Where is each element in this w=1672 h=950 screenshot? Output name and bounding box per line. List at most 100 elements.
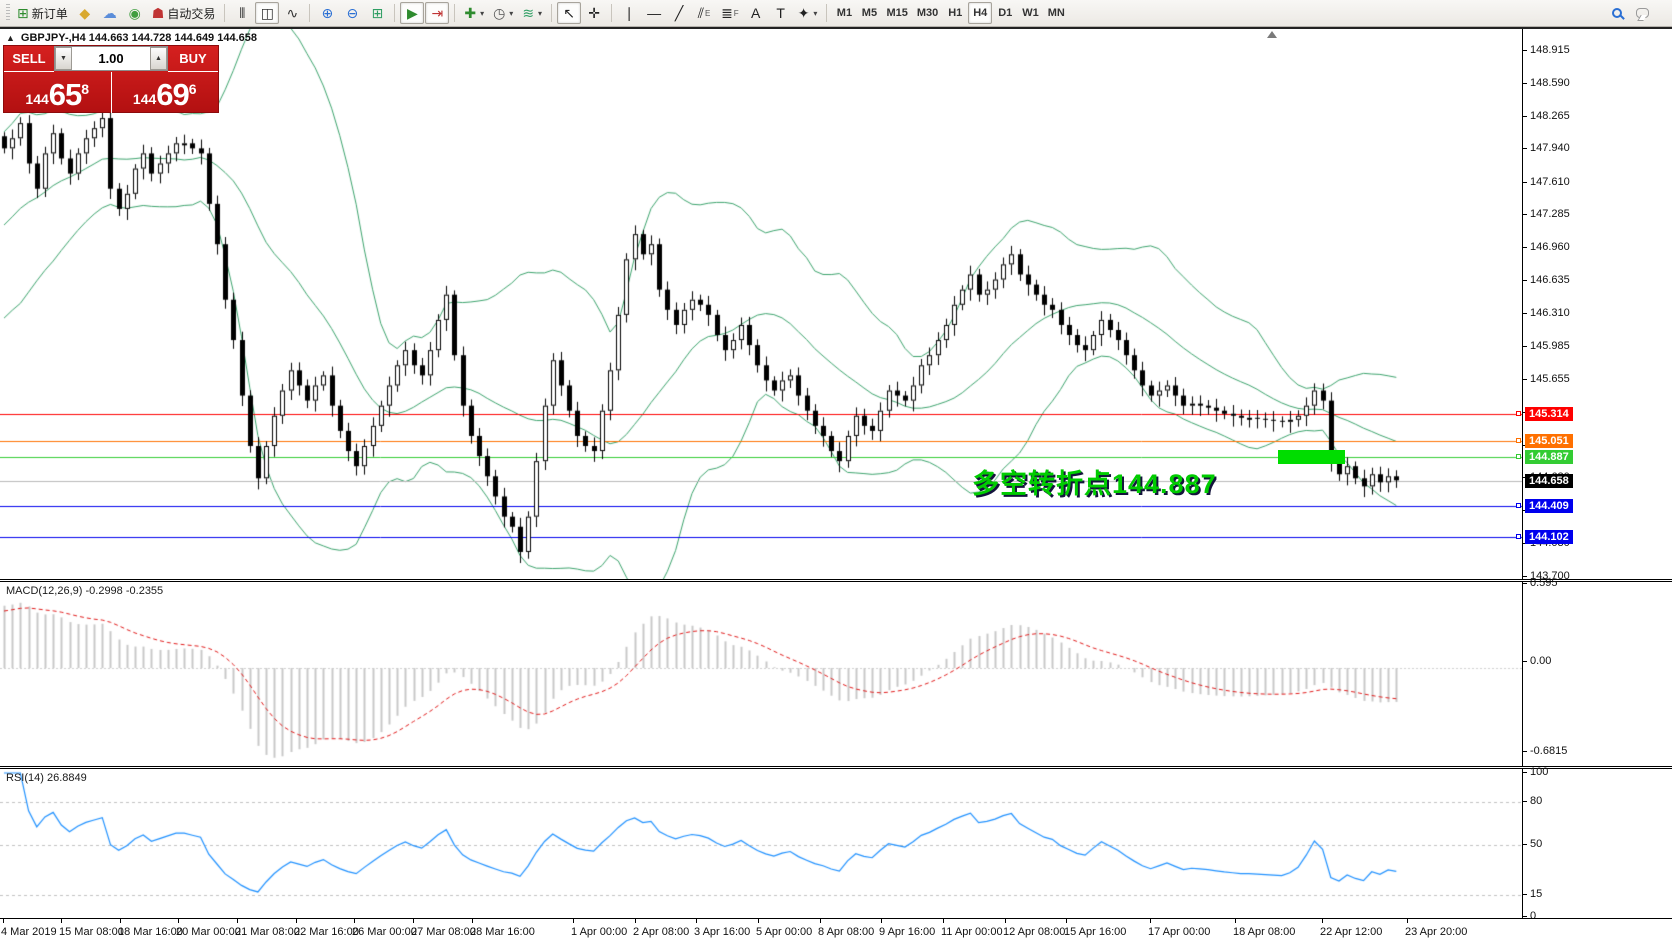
toolbar-zoom-in-button[interactable]: ⊕ xyxy=(315,2,339,24)
sell-price-main: 65 xyxy=(48,77,82,113)
time-label: 22 Apr 12:00 xyxy=(1320,926,1383,938)
toolbar-new-order-button[interactable]: ⊞ 新订单 xyxy=(13,2,72,24)
macd-label: MACD(12,26,9) -0.2998 -0.2355 xyxy=(6,585,164,597)
equidistant-channel-icon: ⫽ xyxy=(697,5,705,21)
toolbar-tile-windows-button[interactable]: ⊞ xyxy=(365,2,389,24)
buy-button[interactable]: BUY xyxy=(168,46,218,72)
search-button[interactable] xyxy=(1605,2,1629,24)
toolbar-candlestick-chart-button[interactable]: ◫ xyxy=(255,2,280,24)
sell-price-display[interactable]: 144 65 8 xyxy=(4,72,112,113)
toolbar-chart-shift-button[interactable]: ⇥ xyxy=(425,2,450,24)
volume-increase-button[interactable]: ▲ xyxy=(150,47,167,70)
time-tick xyxy=(635,919,636,923)
toolbar-templates-button[interactable]: ≋ ▾ xyxy=(518,2,546,24)
rsi-panel-divider[interactable] xyxy=(0,766,1672,769)
toolbar-fibonacci-button[interactable]: ≣ F xyxy=(717,2,743,24)
metaeditor-icon: ◆ xyxy=(79,5,91,21)
time-tick xyxy=(1322,919,1323,923)
zoom-in-icon: ⊕ xyxy=(321,5,334,21)
chat-button[interactable] xyxy=(1630,2,1654,24)
timeframe-h4-button[interactable]: H4 xyxy=(968,2,993,24)
timeframe-mn-button[interactable]: MN xyxy=(1047,7,1065,19)
time-axis[interactable]: 4 Mar 2019 15 Mar 08:00 18 Mar 16:00 20 Mar… xyxy=(0,918,1672,950)
chart-shift-icon: ⇥ xyxy=(431,5,444,21)
price-axis-line xyxy=(1522,29,1523,918)
axis-tick: 0.00 xyxy=(1523,655,1672,667)
zoom-out-icon: ⊖ xyxy=(346,5,359,21)
toolbar-cursor-button[interactable]: ↖ xyxy=(557,2,582,24)
macd-panel-divider[interactable] xyxy=(0,579,1672,582)
annotation-highlight-rect[interactable] xyxy=(1278,450,1345,464)
time-tick xyxy=(881,919,882,923)
toolbar-text-label-button[interactable]: T xyxy=(769,2,793,24)
timeframe-m15-button[interactable]: M15 xyxy=(886,7,908,19)
toolbar-auto-scroll-button[interactable]: ▶ xyxy=(400,2,425,24)
candlestick-chart-icon: ◫ xyxy=(260,5,274,21)
time-tick xyxy=(820,919,821,923)
toolbar-periods-button[interactable]: ◷ ▾ xyxy=(489,2,517,24)
time-tick xyxy=(1235,919,1236,923)
toolbar-bar-chart-button[interactable]: ⫴ xyxy=(230,2,254,24)
time-label: 4 Mar 2019 xyxy=(1,926,57,938)
toolbar-equidistant-channel-button[interactable]: ⫽ E xyxy=(692,2,716,24)
toolbar-trendline-button[interactable]: ╱ xyxy=(667,2,691,24)
time-label: 18 Mar 16:00 xyxy=(118,926,183,938)
time-tick xyxy=(1407,919,1408,923)
annotation-text[interactable]: 多空转折点144.887 xyxy=(972,469,1217,499)
time-tick xyxy=(120,919,121,923)
macd-signal-value: -0.2355 xyxy=(125,585,164,597)
crosshair-icon: ✛ xyxy=(588,5,600,21)
time-tick xyxy=(943,919,944,923)
sell-button[interactable]: SELL xyxy=(4,46,54,72)
time-label: 15 Apr 16:00 xyxy=(1064,926,1127,938)
time-tick xyxy=(758,919,759,923)
toolbar-separator xyxy=(309,4,311,22)
chart-shift-marker[interactable] xyxy=(1267,31,1277,38)
time-label: 17 Apr 00:00 xyxy=(1148,926,1211,938)
time-tick xyxy=(696,919,697,923)
toolbar-indicators-button[interactable]: ✚ ▾ xyxy=(460,2,488,24)
timeframe-m30-button[interactable]: M30 xyxy=(916,7,939,19)
toolbar-text-button[interactable]: A xyxy=(744,2,768,24)
collapse-panel-icon[interactable]: ▲ xyxy=(6,33,15,43)
timeframe-d1-button[interactable]: D1 xyxy=(998,7,1013,19)
volume-decrease-button[interactable]: ▼ xyxy=(55,47,72,70)
toolbar-signals-button[interactable]: ◉ xyxy=(123,2,147,24)
toolbar-crosshair-button[interactable]: ✛ xyxy=(582,2,606,24)
timeframe-m5-button[interactable]: M5 xyxy=(861,7,878,19)
arrows-dropdown-icon[interactable]: ▾ xyxy=(813,8,818,18)
time-label: 23 Apr 20:00 xyxy=(1405,926,1468,938)
price-chart-canvas[interactable] xyxy=(0,29,1522,579)
toolbar-arrows-button[interactable]: ✦ ▾ xyxy=(794,2,822,24)
axis-tick: 0 xyxy=(1523,910,1672,922)
search-icon xyxy=(1612,8,1622,18)
templates-dropdown-icon[interactable]: ▾ xyxy=(538,8,543,18)
timeframe-w1-button[interactable]: W1 xyxy=(1022,7,1039,19)
time-label: 3 Apr 16:00 xyxy=(694,926,751,938)
volume-value[interactable]: 1.00 xyxy=(98,51,124,66)
toolbar-vertical-line-button[interactable]: ∣ xyxy=(617,2,641,24)
rsi-canvas[interactable] xyxy=(0,769,1522,918)
toolbar-mql-community-button[interactable]: ☁ xyxy=(98,2,122,24)
axis-tick: 145.985 xyxy=(1523,340,1672,352)
buy-price-base: 144 xyxy=(132,91,157,107)
line-chart-icon: ∿ xyxy=(286,5,299,21)
price-label-145.314: 145.314 xyxy=(1525,407,1573,422)
toolbar-zoom-out-button[interactable]: ⊖ xyxy=(340,2,364,24)
time-label: 26 Mar 00:00 xyxy=(352,926,417,938)
toolbar-metaeditor-button[interactable]: ◆ xyxy=(73,2,97,24)
time-label: 27 Mar 08:00 xyxy=(411,926,476,938)
toolbar-auto-trading-button[interactable]: ☗ 自动交易 xyxy=(148,2,220,24)
price-label-144.409: 144.409 xyxy=(1525,498,1573,513)
timeframe-m1-button[interactable]: M1 xyxy=(836,7,853,19)
cursor-icon: ↖ xyxy=(563,5,575,21)
toolbar-line-chart-button[interactable]: ∿ xyxy=(280,2,304,24)
buy-price-display[interactable]: 144 69 6 xyxy=(112,72,219,113)
toolbar-horizontal-line-button[interactable]: ― xyxy=(642,2,666,24)
macd-canvas[interactable] xyxy=(0,582,1522,766)
price-label-144.887: 144.887 xyxy=(1525,450,1573,465)
timeframe-h1-button[interactable]: H1 xyxy=(948,7,963,19)
axis-tick: 146.960 xyxy=(1523,241,1672,253)
indicators-dropdown-icon[interactable]: ▾ xyxy=(480,8,485,18)
periods-dropdown-icon[interactable]: ▾ xyxy=(509,8,514,18)
